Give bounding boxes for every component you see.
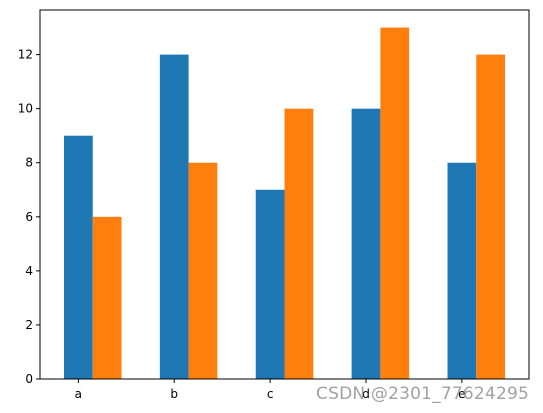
bar-series2-b [188,162,218,379]
y-tick-label: 10 [18,102,33,116]
bar-series2-c [284,108,314,380]
bar-series2-d [380,27,410,379]
bar-series2-e [476,54,506,379]
bar-series2-a [92,216,122,379]
x-tick-label-d: d [362,387,370,401]
bar-series1-d [351,108,381,380]
plot-frame [39,9,530,380]
x-tick-label-b: b [170,387,178,401]
y-tick-label: 8 [25,156,33,170]
bars-layer [63,27,506,380]
y-tick-label: 0 [25,372,33,386]
x-tick-label-e: e [458,387,465,401]
x-axis: a b c d e [75,379,466,401]
x-tick-label-a: a [75,387,82,401]
bar-series1-e [447,162,477,379]
bar-series1-a [63,135,93,379]
y-tick-label: 2 [25,318,33,332]
bar-series1-c [255,189,285,379]
watermark-text: CSDN @2301_77624295 [316,384,529,404]
y-axis: 0 2 4 6 8 10 12 [18,48,40,386]
y-tick-label: 4 [25,264,33,278]
y-tick-label: 6 [25,210,33,224]
bar-series1-b [159,54,189,379]
y-tick-label: 12 [18,48,33,62]
x-tick-label-c: c [267,387,274,401]
